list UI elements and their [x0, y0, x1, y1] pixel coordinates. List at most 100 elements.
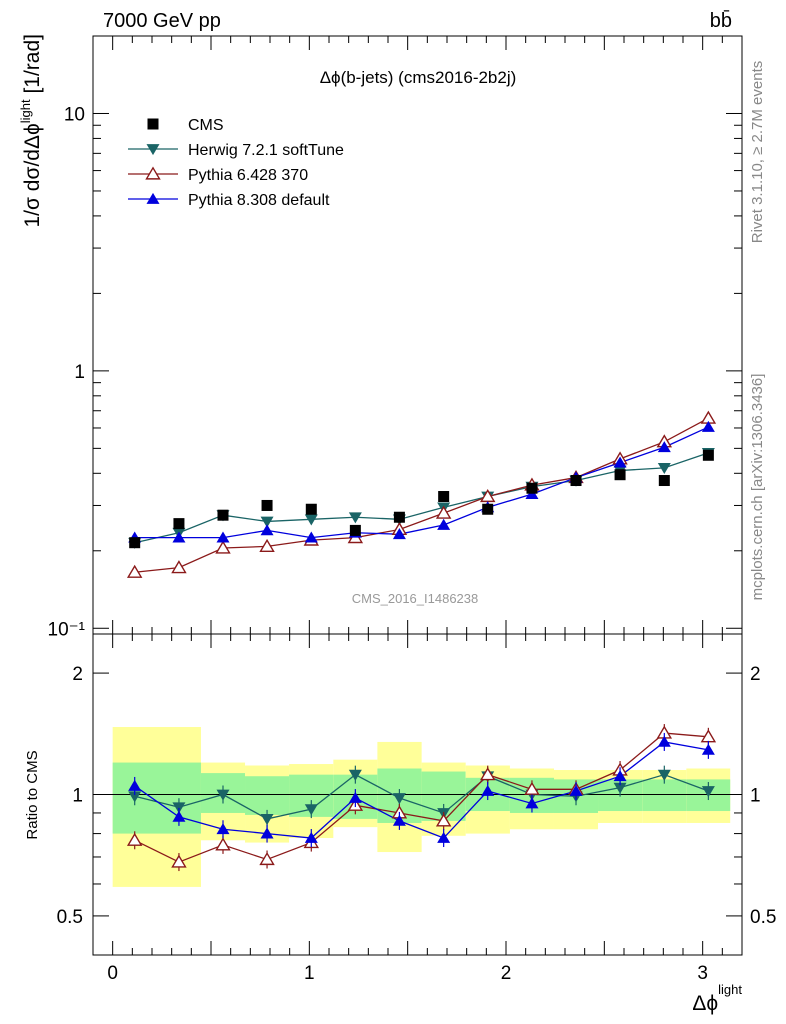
marker-pythia8: [304, 531, 318, 543]
marker-pythia8: [701, 420, 715, 432]
series-line-pythia8: [134, 426, 709, 539]
ratio-line-herwig: [134, 773, 709, 820]
green-band-bin: [112, 762, 201, 834]
marker-cms: [570, 475, 582, 487]
ratio-marker-pythia8: [701, 743, 715, 755]
ratio-marker-pythia6: [435, 813, 452, 827]
ratio-axis-ticks: 0 1 2 3 0.5 0.5 1 1 2 2: [57, 634, 776, 984]
rivet-version-label: Rivet 3.1.10, ≥ 2.7M events: [749, 61, 766, 244]
ratio-y-axis-label: Ratio to CMS: [24, 750, 41, 839]
ratio-plot-area: [92, 633, 743, 956]
ratio-series-markers: [126, 724, 717, 872]
ratio-marker-pythia8: [304, 831, 318, 843]
ratio-marker-pythia8: [216, 823, 230, 835]
ratio-marker-pythia8: [569, 784, 583, 796]
analysis-label: CMS_2016_I1486238: [352, 591, 479, 606]
marker-pythia6: [435, 505, 452, 519]
ratio-marker-pythia8: [392, 814, 406, 826]
ratio-line-pythia6: [134, 732, 709, 863]
ratio-line-pythia8: [134, 741, 709, 839]
legend-marker-pythia8: [146, 192, 160, 204]
marker-cms: [482, 503, 494, 515]
ratio-marker-herwig: [304, 804, 318, 816]
legend-label-pythia6: Pythia 6.428 370: [188, 167, 308, 184]
ratio-marker-herwig: [128, 791, 142, 803]
marker-cms: [349, 524, 361, 536]
ratio-marker-pythia8: [128, 779, 142, 791]
ratio-marker-pythia6: [259, 851, 275, 866]
ratio-marker-herwig: [613, 782, 627, 794]
green-band-bin: [245, 776, 290, 815]
legend: CMS Herwig 7.2.1 softTune Pythia 6.428 370…: [128, 117, 344, 209]
marker-herwig: [260, 516, 274, 528]
marker-cms: [173, 518, 185, 530]
x-tick-label: 2: [501, 963, 512, 984]
main-y-tick-label: 10: [64, 104, 85, 125]
x-tick-label: 0: [107, 963, 118, 984]
legend-label-cms: CMS: [188, 117, 224, 134]
x-tick-label: 1: [304, 963, 315, 984]
ratio-marker-pythia8: [657, 735, 671, 747]
ratio-marker-herwig: [172, 802, 186, 814]
marker-pythia8: [613, 456, 627, 468]
marker-pythia8: [437, 518, 451, 530]
marker-pythia8: [657, 441, 671, 453]
ratio-y-tick-label-right: 2: [750, 664, 761, 685]
marker-pythia6: [259, 538, 275, 552]
ratio-marker-pythia8: [172, 810, 186, 822]
ratio-series-lines: [134, 732, 709, 863]
marker-cms: [614, 469, 626, 481]
ratio-marker-pythia6: [524, 781, 540, 795]
legend-marker-herwig: [146, 144, 160, 156]
ratio-marker-herwig: [701, 786, 715, 798]
ratio-marker-herwig: [348, 769, 362, 781]
ratio-marker-herwig: [392, 793, 406, 805]
marker-cms: [526, 482, 538, 494]
mcplots-label: mcplots.cern.ch [arXiv:1306.3436]: [749, 374, 766, 601]
x-axis-label-text: Δϕlight: [692, 982, 742, 1015]
marker-cms: [393, 511, 405, 523]
ratio-marker-herwig: [216, 789, 230, 801]
marker-cms: [305, 503, 317, 515]
ratio-panel: 0 1 2 3 0.5 0.5 1 1 2 2 Ratio to CMS Δϕlight: [24, 633, 776, 1015]
main-series-lines: [134, 417, 709, 573]
marker-pythia8: [392, 528, 406, 540]
ratio-y-tick-label-left: 2: [72, 664, 83, 685]
main-axis-ticks: 10⁻¹ 1 10: [48, 35, 742, 640]
x-tick-label: 3: [697, 963, 708, 984]
main-y-axis-label-text: 1/σ dσ/dΔϕlight [1/rad]: [18, 34, 44, 228]
marker-cms: [217, 509, 229, 521]
ratio-y-tick-label-left: 0.5: [57, 907, 83, 928]
ratio-marker-pythia8: [437, 831, 451, 843]
marker-pythia6: [171, 560, 187, 574]
marker-herwig: [348, 512, 362, 524]
series-line-herwig: [134, 452, 709, 544]
marker-herwig: [304, 514, 318, 526]
marker-cms: [438, 491, 450, 503]
marker-herwig: [657, 462, 671, 475]
ratio-marker-pythia6: [479, 767, 496, 781]
main-y-axis-label: 1/σ dσ/dΔϕlight [1/rad]: [18, 34, 44, 228]
ratio-marker-pythia6: [215, 837, 231, 851]
ratio-marker-pythia6: [171, 854, 187, 868]
process-label: bb̄: [710, 9, 732, 32]
ratio-marker-pythia8: [525, 797, 539, 809]
ratio-marker-pythia8: [260, 827, 274, 839]
marker-cms: [129, 537, 141, 549]
ratio-marker-pythia8: [481, 784, 495, 796]
main-panel: 10⁻¹ 1 10 Δϕ(b-jets) (cms2016-2b2j) CMS_20…: [18, 34, 743, 640]
ratio-marker-herwig: [657, 769, 671, 781]
legend-label-pythia8: Pythia 8.308 default: [188, 192, 330, 209]
series-line-pythia6: [134, 417, 709, 573]
uncertainty-bands: [112, 727, 731, 887]
main-series-markers: [126, 410, 717, 578]
marker-cms: [702, 449, 714, 461]
marker-cms: [261, 499, 273, 511]
legend-marker-cms: [147, 118, 159, 130]
green-band-bin: [642, 779, 687, 812]
ratio-y-tick-label-left: 1: [72, 786, 83, 807]
marker-pythia8: [216, 531, 230, 543]
marker-pythia8: [172, 531, 186, 543]
main-y-tick-label: 1: [74, 362, 85, 383]
